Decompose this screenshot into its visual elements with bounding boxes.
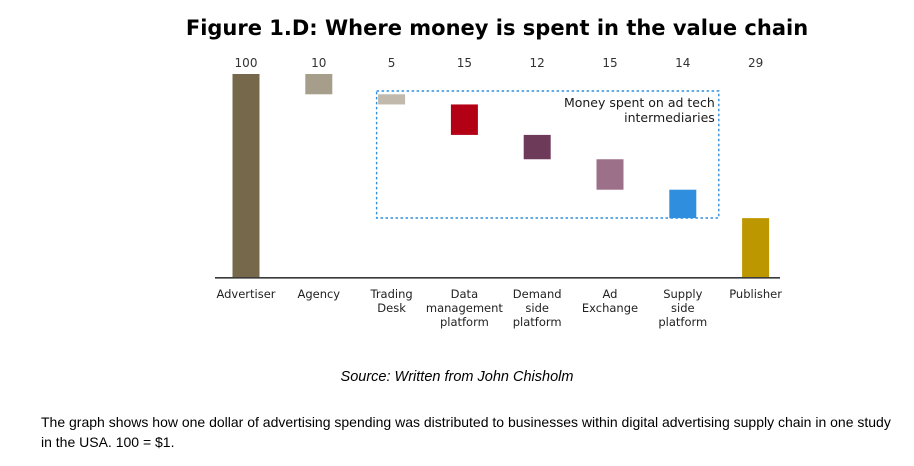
category-label: platform <box>513 315 562 329</box>
bar-supply-side-platform <box>669 189 697 219</box>
ad-tech-intermediaries-box <box>375 90 720 219</box>
value-label: 12 <box>530 56 545 70</box>
value-label: 15 <box>457 56 472 70</box>
category-label: Desk <box>377 301 406 315</box>
category-label: Trading <box>369 287 412 301</box>
chart-title: Figure 1.D: Where money is spent in the … <box>185 16 809 40</box>
value-label: 100 <box>235 56 258 70</box>
category-label: Supply <box>663 287 702 301</box>
bar-agency <box>305 74 333 95</box>
value-label: 29 <box>748 56 763 70</box>
chart-description: The graph shows how one dollar of advert… <box>41 414 891 450</box>
bar-trading-desk <box>378 94 406 105</box>
bar-demand-side-platform <box>523 134 551 160</box>
bar-data-management-platform <box>450 104 478 135</box>
category-label: management <box>426 301 504 315</box>
value-label: 10 <box>311 56 326 70</box>
value-label: 14 <box>675 56 690 70</box>
category-label: Publisher <box>729 287 782 301</box>
category-label: Agency <box>297 287 340 301</box>
annotation-label-line-1: Money spent on ad tech <box>564 95 715 110</box>
category-label: side <box>671 301 695 315</box>
bar-advertiser <box>232 74 260 277</box>
annotation-label-line-2: intermediaries <box>624 110 715 125</box>
value-label: 15 <box>602 56 617 70</box>
category-label: Advertiser <box>216 287 275 301</box>
category-label: platform <box>440 315 489 329</box>
bar-publisher <box>742 218 770 277</box>
category-label: Exchange <box>582 301 638 315</box>
category-label: Data <box>451 287 478 301</box>
category-label: side <box>525 301 549 315</box>
bar-ad-exchange <box>596 159 624 190</box>
value-label: 5 <box>388 56 396 70</box>
category-label: Demand <box>513 287 562 301</box>
category-label: Ad <box>603 287 618 301</box>
waterfall-chart: Money spent on ad tech intermediaries 10… <box>215 56 782 329</box>
category-label: platform <box>658 315 707 329</box>
source-caption: Source: Written from John Chisholm <box>340 369 574 385</box>
